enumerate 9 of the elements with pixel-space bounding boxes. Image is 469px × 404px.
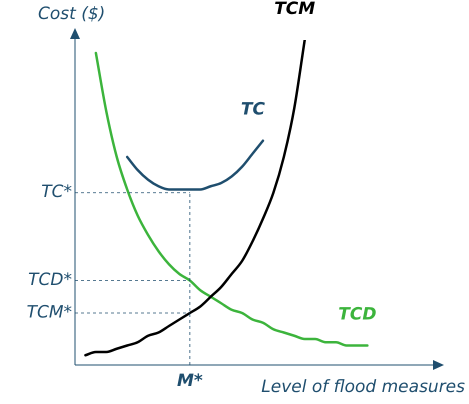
series-label: TCM <box>274 0 316 19</box>
series-label: TC <box>240 100 266 120</box>
y-axis-title: Cost ($) <box>38 4 106 24</box>
series-label: TCD <box>338 304 376 324</box>
ref-line-label: TCM* <box>26 302 72 322</box>
ref-line-label: TC* <box>41 182 72 202</box>
text: M* <box>176 370 203 391</box>
ref-line-label: TCD* <box>28 270 72 290</box>
x-axis-title: Level of flood measures <box>261 376 466 397</box>
